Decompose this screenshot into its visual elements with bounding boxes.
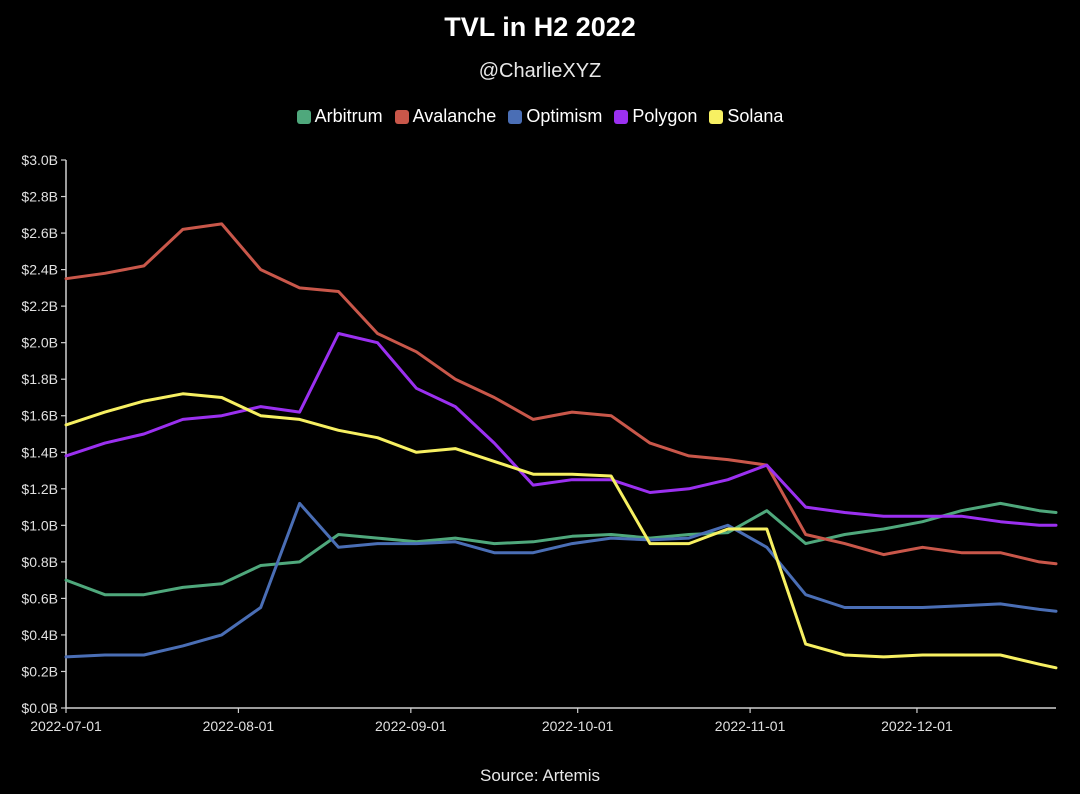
series-line-optimism [64,501,1058,659]
y-tick-label: $2.2B [21,298,58,314]
axes: $0.0B $0.2B $0.4B $0.6B $0.8B $1.0B $1.2B $1.4B… [21,152,1056,734]
legend-swatch [614,109,629,124]
legend-item-solana: Solana [709,106,783,127]
x-tick-label: 2022-09-01 [375,718,447,734]
chart-title: TVL in H2 2022 [444,12,636,42]
legend: Arbitrum Avalanche Optimism Polygon Solana [0,106,1080,127]
legend-label: Polygon [632,106,698,126]
legend-item-polygon: Polygon [614,106,697,127]
legend-label: Arbitrum [314,106,383,126]
y-tick-label: $2.8B [21,189,58,205]
legend-label: Avalanche [412,106,497,126]
x-tick-label: 2022-10-01 [542,718,614,734]
y-tick-label: $1.8B [21,371,58,387]
legend-item-avalanche: Avalanche [394,106,497,127]
series-line-polygon [64,332,1058,527]
series-line-solana [64,392,1058,670]
x-tick-label: 2022-12-01 [881,718,953,734]
legend-swatch [296,109,311,124]
x-tick-label: 2022-11-01 [715,718,786,734]
y-tick-label: $2.6B [21,225,58,241]
legend-swatch [508,109,523,124]
y-tick-label: $0.4B [21,627,58,643]
legend-swatch [394,109,409,124]
y-tick-label: $1.0B [21,517,58,533]
y-tick-label: $0.2B [21,663,58,679]
x-tick-label: 2022-08-01 [203,718,275,734]
y-tick-label: $1.6B [21,408,58,424]
legend-item-arbitrum: Arbitrum [296,106,383,127]
y-tick-label: $1.2B [21,481,58,497]
series-lines [64,222,1058,670]
series-line-arbitrum [64,501,1058,597]
legend-label: Optimism [526,106,603,126]
y-tick-label: $2.4B [21,262,58,278]
x-tick-label: 2022-07-01 [30,718,102,734]
y-tick-label: $0.8B [21,554,58,570]
series-line-avalanche [64,222,1058,566]
chart-subtitle: @CharlieXYZ [478,60,602,82]
y-tick-label: $2.0B [21,335,58,351]
y-tick-label: $0.0B [21,700,58,716]
source-note: Source: Artemis [480,766,600,785]
y-tick-label: $0.6B [21,590,58,606]
y-tick-label: $1.4B [21,444,58,460]
legend-item-optimism: Optimism [508,106,602,127]
y-tick-label: $3.0B [21,152,58,168]
legend-swatch [709,109,724,124]
legend-label: Solana [727,106,784,126]
